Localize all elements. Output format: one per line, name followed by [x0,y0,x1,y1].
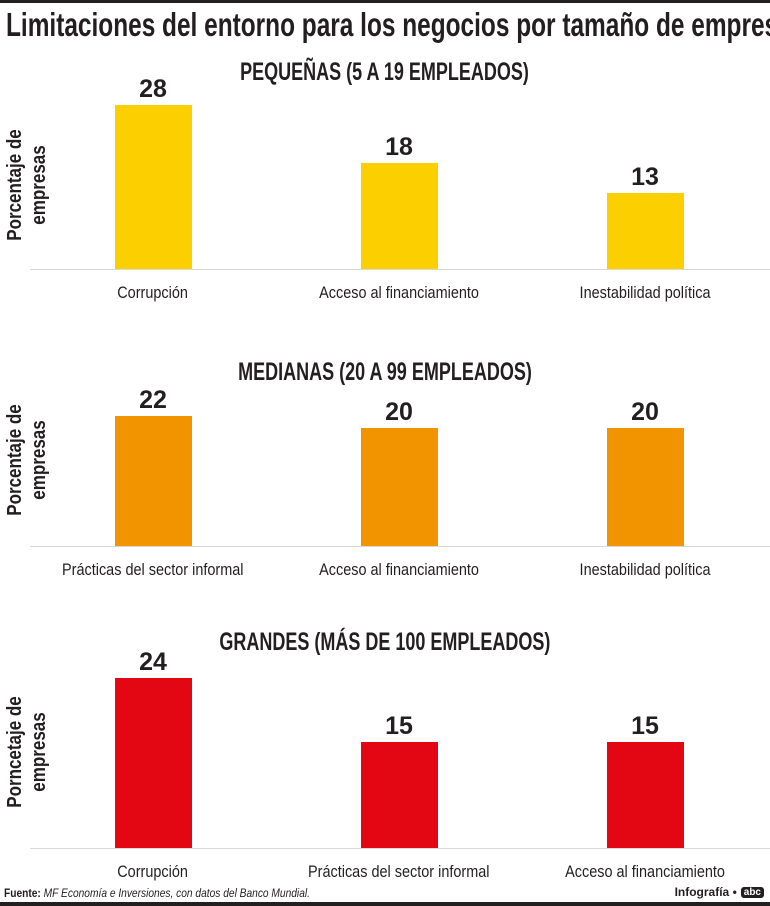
credit: Infografía • abc [675,885,764,899]
category-label: Acceso al financiamiento [279,283,519,303]
category-label: Acceso al financiamiento [525,862,765,882]
source-label: Fuente: [4,886,41,900]
main-title: Limitaciones del entorno para los negoci… [6,6,770,43]
data-label: 18 [385,133,413,162]
data-label: 20 [631,398,659,426]
bar [361,428,438,546]
chart-title: MEDIANAS (20 A 99 EMPLEADOS) [0,358,770,387]
bar [607,428,684,546]
bar [115,677,192,848]
data-label: 15 [631,711,659,740]
x-axis-line [30,848,770,849]
y-axis-label: empresas [28,420,50,500]
category-label: Corrupción [33,283,273,303]
category-label-text: Acceso al financiamiento [319,560,479,579]
category-label-text: Prácticas del sector informal [308,862,490,881]
source-text: MF Economía e Inversiones, con datos del… [43,886,310,900]
bar [361,741,438,848]
abc-logo: abc [740,886,764,898]
category-label: Inestabilidad política [525,283,765,303]
x-axis-line [30,269,770,270]
data-label: 20 [385,398,413,426]
category-label: Acceso al financiamiento [279,560,519,580]
category-label: Inestabilidad política [525,560,765,580]
data-label: 22 [139,386,167,415]
data-label: 24 [139,647,167,676]
x-axis-line [30,546,770,547]
data-label: 28 [139,74,167,103]
y-axis-label: empresas [28,712,50,792]
category-label: Prácticas del sector informal [279,862,519,882]
chart-title-text: MEDIANAS (20 A 99 EMPLEADOS) [238,358,532,386]
chart-title-text: PEQUEÑAS (5 A 19 EMPLEADOS) [240,58,530,86]
category-label-text: Acceso al financiamiento [565,862,725,881]
chart-title: GRANDES (MÁS DE 100 EMPLEADOS) [0,628,770,657]
data-label: 13 [631,162,659,191]
y-axis-label: Porcentaje de [4,129,26,241]
bar [607,192,684,269]
category-label-text: Inestabilidad política [579,560,711,579]
bottom-rule [0,902,770,906]
y-axis-label: empresas [28,145,50,225]
credit-text: Infografía • [674,885,737,899]
category-label-text: Acceso al financiamiento [319,283,479,302]
y-axis-label: Porncetaje de [4,696,26,808]
category-label-text: Inestabilidad política [579,283,711,302]
chart-title-text: GRANDES (MÁS DE 100 EMPLEADOS) [219,628,551,656]
y-axis-label: Porcentaje de [4,404,26,516]
category-label-text: Corrupción [117,283,189,302]
chart-title: PEQUEÑAS (5 A 19 EMPLEADOS) [0,58,770,87]
top-rule [0,0,770,3]
category-label-text: Prácticas del sector informal [62,560,244,579]
source-note: Fuente: MF Economía e Inversiones, con d… [4,886,310,900]
category-label: Prácticas del sector informal [33,560,273,580]
bar [361,163,438,269]
bar [115,416,192,546]
data-label: 15 [385,711,413,740]
category-label-text: Corrupción [117,862,189,881]
bar [115,104,192,269]
bar [607,741,684,848]
category-label: Corrupción [33,862,273,882]
